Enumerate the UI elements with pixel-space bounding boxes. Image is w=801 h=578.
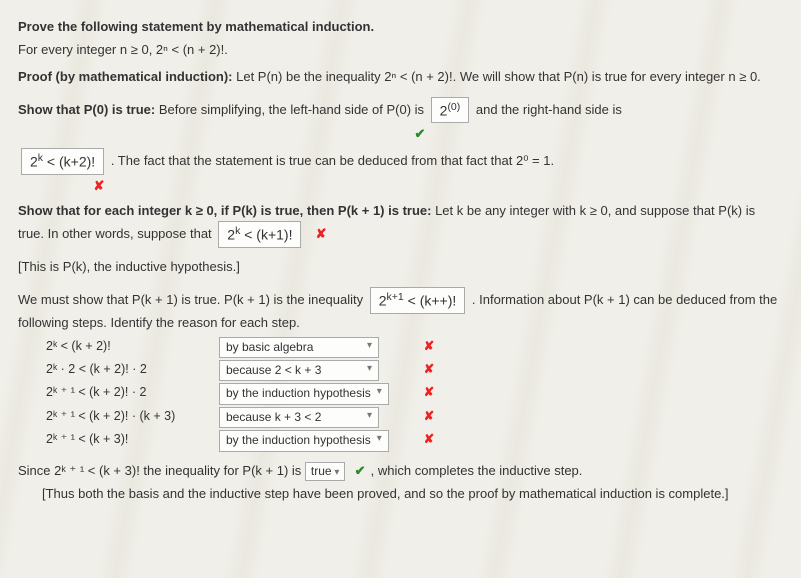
step3-reason[interactable]: by the induction hypothesis bbox=[219, 383, 389, 404]
lhs-p0-input[interactable]: 2(0) bbox=[431, 97, 470, 124]
step4-mark: ✘ bbox=[422, 407, 442, 428]
step2-mark: ✘ bbox=[422, 360, 442, 381]
steps-grid: 2ᵏ < (k + 2)! by basic algebra ✘ 2ᵏ · 2 … bbox=[46, 337, 783, 452]
p0-text2: and the right-hand side is bbox=[476, 101, 622, 116]
must-text-a: We must show that P(k + 1) is true. P(k … bbox=[18, 292, 367, 307]
inductive-line: Show that for each integer k ≥ 0, if P(k… bbox=[18, 202, 783, 248]
pk-input[interactable]: 2k < (k+1)! bbox=[218, 221, 301, 248]
fact-text: . The fact that the statement is true ca… bbox=[111, 153, 554, 168]
pk1-input[interactable]: 2k+1 < (k++)! bbox=[370, 287, 466, 314]
true-check: ✔ bbox=[353, 462, 367, 481]
proof-label: Proof (by mathematical induction): bbox=[18, 69, 233, 84]
step5-reason[interactable]: by the induction hypothesis bbox=[219, 430, 389, 451]
rhs-x: ✘ bbox=[92, 177, 783, 196]
p0-text: Before simplifying, the left-hand side o… bbox=[155, 101, 427, 116]
step4-expr: 2ᵏ ⁺ ¹ < (k + 2)! · (k + 3) bbox=[46, 407, 211, 428]
true-select[interactable]: true bbox=[305, 462, 346, 482]
proof-line: Proof (by mathematical induction): Let P… bbox=[18, 68, 783, 87]
p0-label: Show that P(0) is true: bbox=[18, 101, 155, 116]
p0-line2: 2k < (k+2)! . The fact that the statemen… bbox=[18, 148, 783, 175]
step3-mark: ✘ bbox=[422, 383, 442, 404]
step1-mark: ✘ bbox=[422, 337, 442, 358]
p0-line1: Show that P(0) is true: Before simplifyi… bbox=[18, 97, 783, 124]
closing: [Thus both the basis and the inductive s… bbox=[42, 485, 783, 504]
lhs-check: ✔ bbox=[413, 125, 783, 144]
inductive-label: Show that for each integer k ≥ 0, if P(k… bbox=[18, 203, 431, 218]
prompt-title: Prove the following statement by mathema… bbox=[18, 18, 783, 37]
since-a: Since 2ᵏ ⁺ ¹ < (k + 3)! the inequality f… bbox=[18, 463, 305, 478]
rhs-p0-input[interactable]: 2k < (k+2)! bbox=[21, 148, 104, 175]
step1-expr: 2ᵏ < (k + 2)! bbox=[46, 337, 211, 358]
since-b: , which completes the inductive step. bbox=[371, 463, 583, 478]
step4-reason[interactable]: because k + 3 < 2 bbox=[219, 407, 379, 428]
step2-expr: 2ᵏ · 2 < (k + 2)! · 2 bbox=[46, 360, 211, 381]
step2-reason[interactable]: because 2 < k + 3 bbox=[219, 360, 379, 381]
step5-expr: 2ᵏ ⁺ ¹ < (k + 3)! bbox=[46, 430, 211, 451]
hypothesis-note: [This is P(k), the inductive hypothesis.… bbox=[18, 258, 783, 277]
pk-x: ✘ bbox=[314, 226, 328, 241]
step1-reason[interactable]: by basic algebra bbox=[219, 337, 379, 358]
must-show: We must show that P(k + 1) is true. P(k … bbox=[18, 287, 783, 333]
step5-mark: ✘ bbox=[422, 430, 442, 451]
step3-expr: 2ᵏ ⁺ ¹ < (k + 2)! · 2 bbox=[46, 383, 211, 404]
statement: For every integer n ≥ 0, 2ⁿ < (n + 2)!. bbox=[18, 41, 783, 60]
since-line: Since 2ᵏ ⁺ ¹ < (k + 3)! the inequality f… bbox=[18, 462, 783, 482]
proof-text: Let P(n) be the inequality 2ⁿ < (n + 2)!… bbox=[233, 69, 761, 84]
